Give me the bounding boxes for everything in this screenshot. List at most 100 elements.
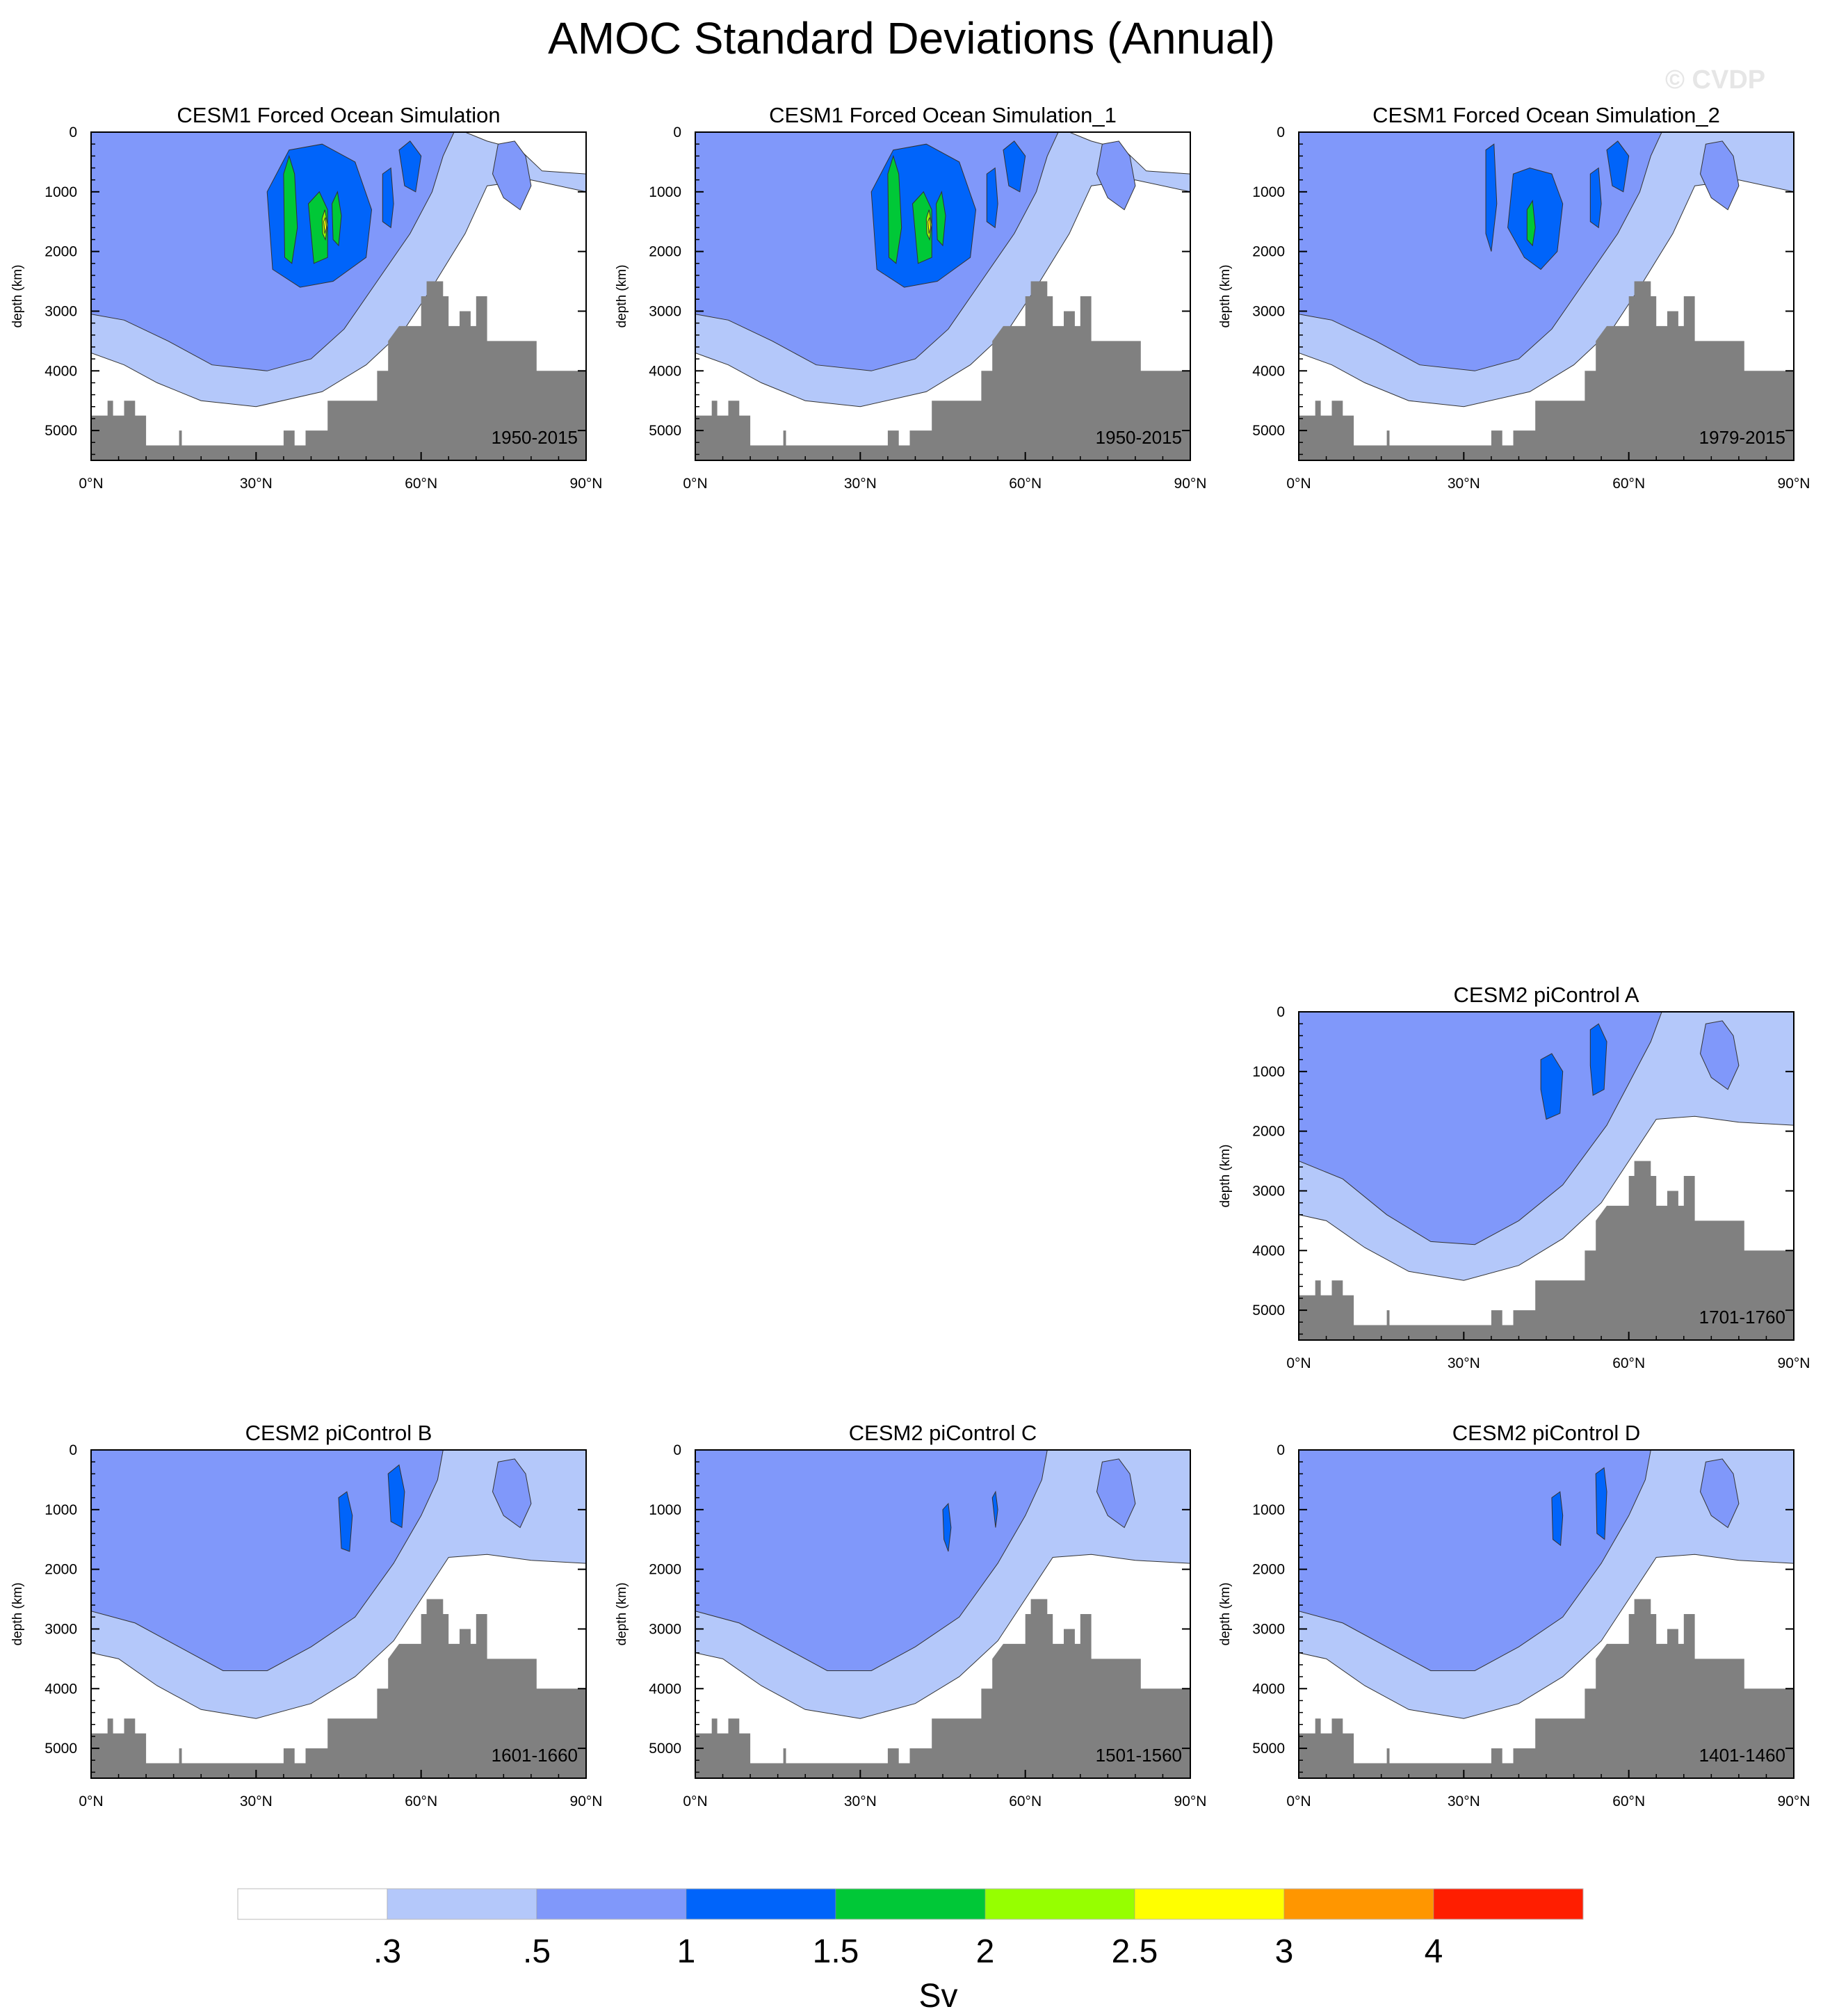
contour-1.5-2 xyxy=(283,154,298,264)
contour-below-0.3 xyxy=(1069,132,1190,175)
contour-0.5-1-north xyxy=(492,1458,532,1529)
x-tick-label: 90°N xyxy=(1778,1793,1810,1809)
colorbar-frame xyxy=(237,1888,1584,1920)
x-tick-label: 0°N xyxy=(79,476,103,492)
colorbar-segment xyxy=(536,1888,687,1920)
period-label: 1950-2015 xyxy=(492,427,578,448)
y-axis-label: depth (km) xyxy=(1218,265,1233,328)
x-tick-label: 60°N xyxy=(1612,1793,1645,1809)
y-tick-label: 5000 xyxy=(649,1741,681,1757)
x-tick-label: 0°N xyxy=(683,1793,707,1809)
y-tick-label: 2000 xyxy=(649,244,681,260)
y-tick-label: 3000 xyxy=(649,303,681,319)
bathymetry xyxy=(91,281,586,460)
bathymetry xyxy=(695,1599,1190,1778)
y-tick-label: 3000 xyxy=(1252,1183,1285,1199)
x-tick-label: 60°N xyxy=(1009,476,1042,492)
y-tick-label: 1000 xyxy=(44,1502,77,1518)
period-label: 1950-2015 xyxy=(1096,427,1182,448)
bathymetry xyxy=(695,281,1190,460)
period-label: 1501-1560 xyxy=(1096,1745,1182,1766)
y-tick-label: 1000 xyxy=(1252,184,1285,200)
y-axis-label: depth (km) xyxy=(1218,1145,1233,1208)
period-label: 1401-1460 xyxy=(1699,1745,1785,1766)
y-tick-label: 0 xyxy=(673,1442,681,1458)
panel-plot-area xyxy=(1299,132,1794,460)
y-tick-label: 2000 xyxy=(1252,1124,1285,1140)
contour-0.5-1 xyxy=(1299,132,1662,371)
colorbar-label: .3 xyxy=(373,1933,401,1970)
chart-panel-3: CESM1 Forced Ocean Simulation_2 0 1000 2000… xyxy=(1218,103,1810,492)
x-tick-label: 0°N xyxy=(683,476,707,492)
figure-title: AMOC Standard Deviations (Annual) xyxy=(548,13,1275,63)
y-tick-label: 0 xyxy=(1277,1442,1285,1458)
y-tick-label: 4000 xyxy=(1252,1681,1285,1697)
x-tick-label: 90°N xyxy=(1174,1793,1207,1809)
y-tick-label: 2000 xyxy=(44,1562,77,1578)
y-tick-label: 0 xyxy=(1277,1004,1285,1020)
x-tick-label: 90°N xyxy=(570,1793,603,1809)
panel-plot-area xyxy=(91,132,586,460)
y-tick-label: 1000 xyxy=(649,1502,681,1518)
contour-1-1.5-strip xyxy=(382,167,394,229)
y-tick-label: 4000 xyxy=(649,1681,681,1697)
y-tick-label: 3000 xyxy=(1252,303,1285,319)
y-tick-label: 3000 xyxy=(44,1621,77,1637)
y-tick-label: 3000 xyxy=(649,1621,681,1637)
colorbar-segment xyxy=(835,1888,986,1920)
x-tick-label: 30°N xyxy=(1448,476,1480,492)
y-tick-label: 5000 xyxy=(44,423,77,439)
contour-1.5-2 xyxy=(887,154,902,264)
colorbar-label: 4 xyxy=(1425,1933,1443,1970)
y-tick-label: 2000 xyxy=(44,244,77,260)
y-tick-label: 5000 xyxy=(44,1741,77,1757)
y-axis-label: depth (km) xyxy=(10,265,25,328)
colorbar-label: .5 xyxy=(523,1933,551,1970)
x-tick-label: 0°N xyxy=(1286,1355,1311,1371)
contour-0.5-1-north xyxy=(1096,140,1136,211)
panel-title: CESM2 piControl A xyxy=(1453,983,1639,1007)
contour-2.5-3 xyxy=(323,217,327,234)
contour-1.5-2-c xyxy=(935,191,946,247)
colorbar-segment xyxy=(387,1888,537,1920)
x-tick-label: 30°N xyxy=(1448,1355,1480,1371)
y-tick-label: 1000 xyxy=(649,184,681,200)
panel-title: CESM1 Forced Ocean Simulation_1 xyxy=(769,103,1117,127)
bathymetry xyxy=(91,1599,586,1778)
x-tick-label: 90°N xyxy=(1778,476,1810,492)
y-tick-label: 5000 xyxy=(1252,1303,1285,1319)
x-tick-label: 60°N xyxy=(1612,476,1645,492)
contour-0.5-1-north xyxy=(1699,1458,1740,1529)
colorbar-label: 1 xyxy=(677,1933,696,1970)
y-tick-label: 2000 xyxy=(1252,244,1285,260)
contour-1-1.5-1 xyxy=(942,1503,952,1552)
contour-below-0.3 xyxy=(464,132,586,175)
contour-1-1.5-2 xyxy=(1595,1467,1607,1540)
y-tick-label: 1000 xyxy=(1252,1502,1285,1518)
y-tick-label: 0 xyxy=(69,124,77,140)
x-tick-label: 30°N xyxy=(844,476,877,492)
bathymetry xyxy=(1299,1161,1794,1340)
contour-1-1.5-strip xyxy=(986,167,998,229)
chart-panel-5: CESM2 piControl B 0 1000 2000 3000 4000 5000 de… xyxy=(10,1421,602,1809)
x-tick-label: 0°N xyxy=(1286,476,1311,492)
contour-0.5-1-north xyxy=(492,140,532,211)
contour-1-1.5-2 xyxy=(1589,1023,1607,1096)
contour-1-1.5-west xyxy=(1485,143,1498,252)
colorbar-segment xyxy=(686,1888,836,1920)
chart-panel-6: CESM2 piControl C 0 1000 2000 3000 4000 5000 de… xyxy=(615,1421,1206,1809)
period-label: 1979-2015 xyxy=(1699,427,1785,448)
x-tick-label: 90°N xyxy=(1174,476,1207,492)
contour-1-1.5-2 xyxy=(387,1464,405,1529)
colorbar-label: 2.5 xyxy=(1112,1933,1158,1970)
panel-title: CESM1 Forced Ocean Simulation_2 xyxy=(1372,103,1720,127)
panel-title: CESM2 piControl C xyxy=(849,1421,1037,1445)
y-tick-label: 4000 xyxy=(649,363,681,379)
colorbar-segment xyxy=(1283,1888,1434,1920)
x-tick-label: 60°N xyxy=(1009,1793,1042,1809)
x-tick-label: 90°N xyxy=(1778,1355,1810,1371)
period-label: 1601-1660 xyxy=(492,1745,578,1766)
x-tick-label: 0°N xyxy=(1286,1793,1311,1809)
x-tick-label: 60°N xyxy=(1612,1355,1645,1371)
y-tick-label: 1000 xyxy=(1252,1064,1285,1080)
